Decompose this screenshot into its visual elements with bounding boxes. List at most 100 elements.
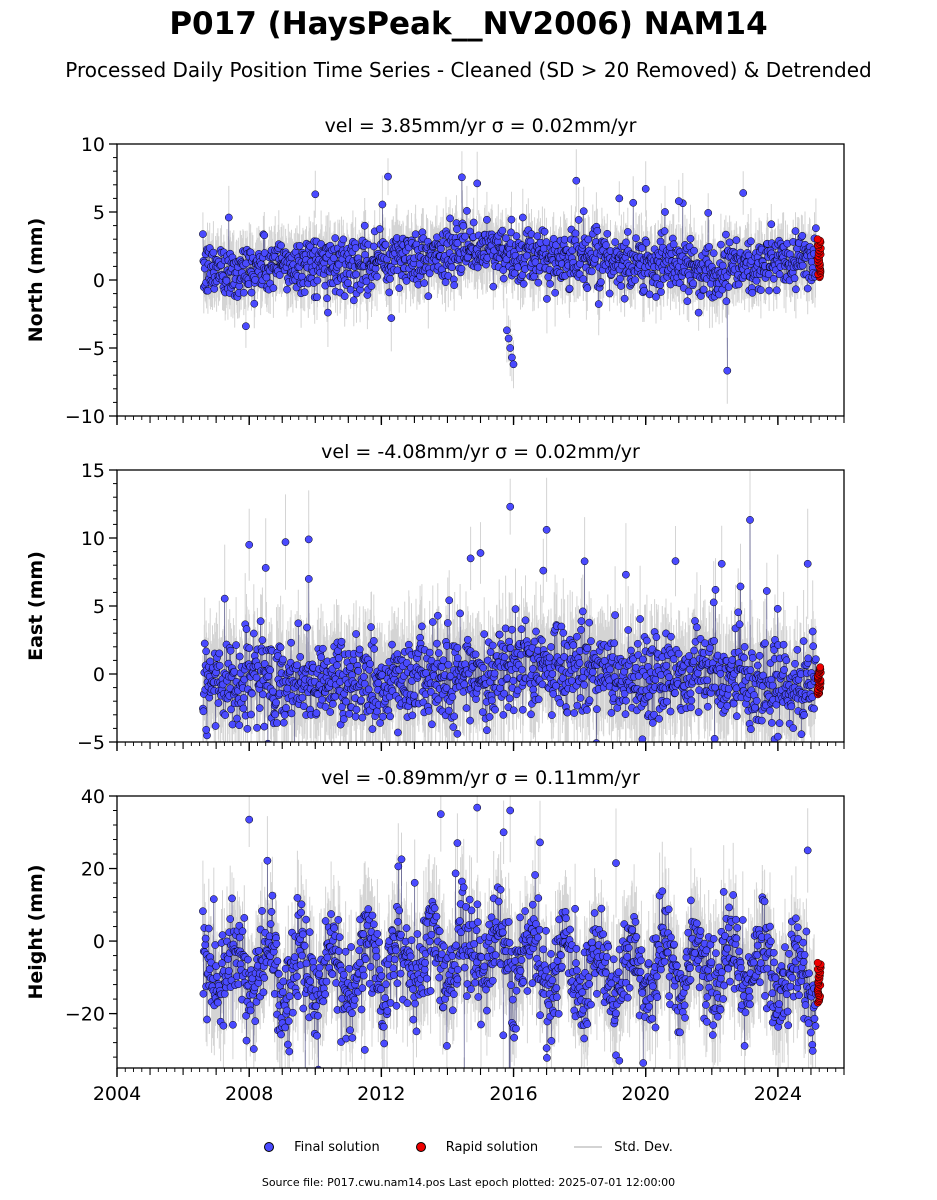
final-point [258, 907, 266, 915]
final-point [498, 928, 507, 937]
final-point [439, 942, 448, 951]
final-point [443, 619, 452, 627]
final-point [798, 231, 807, 240]
final-point [315, 963, 324, 972]
final-point [747, 237, 755, 246]
final-point [490, 669, 499, 678]
final-point [548, 711, 556, 719]
final-point [511, 605, 520, 613]
final-point [636, 968, 645, 976]
final-point [611, 238, 619, 246]
final-point [557, 622, 566, 631]
final-point [534, 695, 543, 704]
final-point [705, 243, 713, 251]
final-point [638, 244, 646, 252]
final-point [364, 905, 373, 913]
final-point [473, 918, 482, 926]
final-point [631, 918, 640, 926]
final-point [786, 982, 795, 991]
final-point [651, 1023, 660, 1032]
final-point [667, 933, 675, 942]
final-point [319, 644, 327, 653]
final-point [453, 239, 462, 247]
final-point [645, 692, 653, 700]
final-point [458, 173, 466, 182]
final-point [631, 276, 639, 284]
final-point [722, 230, 730, 239]
final-point [673, 961, 681, 970]
final-point [300, 941, 309, 950]
final-point [293, 894, 302, 902]
final-point [358, 984, 367, 992]
final-point [450, 712, 459, 721]
final-point [603, 229, 612, 238]
final-point [504, 918, 513, 926]
final-point [380, 1039, 389, 1048]
final-point [324, 308, 332, 317]
final-point [504, 334, 513, 343]
final-point [803, 284, 812, 293]
final-point [453, 965, 462, 974]
final-point [728, 656, 737, 664]
final-point [732, 712, 741, 721]
final-point [413, 930, 422, 938]
final-point [638, 989, 647, 997]
final-point [584, 973, 593, 982]
final-point [304, 535, 313, 544]
final-point [480, 630, 489, 638]
final-point [768, 989, 777, 998]
final-point [263, 856, 272, 865]
final-point [516, 913, 524, 922]
final-point [799, 938, 808, 947]
final-point [593, 227, 602, 235]
final-point [664, 905, 673, 914]
final-point [585, 618, 594, 627]
final-point [369, 242, 378, 251]
final-point [710, 637, 718, 645]
final-point [284, 1040, 292, 1049]
final-point [686, 964, 694, 972]
final-point [239, 288, 248, 297]
final-point [703, 676, 712, 685]
final-point [554, 1009, 563, 1018]
final-point [721, 932, 729, 940]
final-solution-points [199, 803, 820, 1068]
final-point [346, 663, 354, 671]
final-point [425, 648, 434, 657]
final-point [296, 653, 305, 661]
final-point [213, 972, 221, 981]
final-point [808, 627, 817, 636]
final-point [751, 703, 759, 712]
final-point [448, 693, 457, 701]
final-point [495, 630, 504, 639]
final-point [606, 665, 614, 674]
final-point [275, 271, 284, 279]
final-point [407, 936, 416, 945]
legend: Final solution Rapid solution Std. Dev. [0, 1136, 937, 1158]
final-point [795, 991, 803, 1000]
final-point [573, 966, 581, 975]
final-point [799, 958, 808, 966]
final-point [749, 958, 758, 967]
final-point [438, 950, 446, 959]
final-point [259, 690, 267, 699]
final-point [747, 725, 755, 734]
final-point [412, 1027, 421, 1036]
final-point [375, 938, 384, 947]
y-tick-label: 10 [81, 528, 105, 550]
final-point [607, 709, 616, 717]
final-point [528, 900, 537, 909]
final-point [510, 1033, 519, 1042]
final-point [434, 695, 443, 704]
final-point [488, 641, 497, 650]
final-point [611, 611, 619, 619]
final-point [491, 705, 499, 714]
final-point [685, 652, 693, 660]
final-point [471, 978, 479, 987]
final-point [509, 706, 518, 715]
final-point [469, 218, 478, 227]
final-point [487, 913, 496, 922]
final-point [620, 294, 629, 303]
final-point [501, 624, 510, 633]
final-point [807, 1028, 815, 1037]
